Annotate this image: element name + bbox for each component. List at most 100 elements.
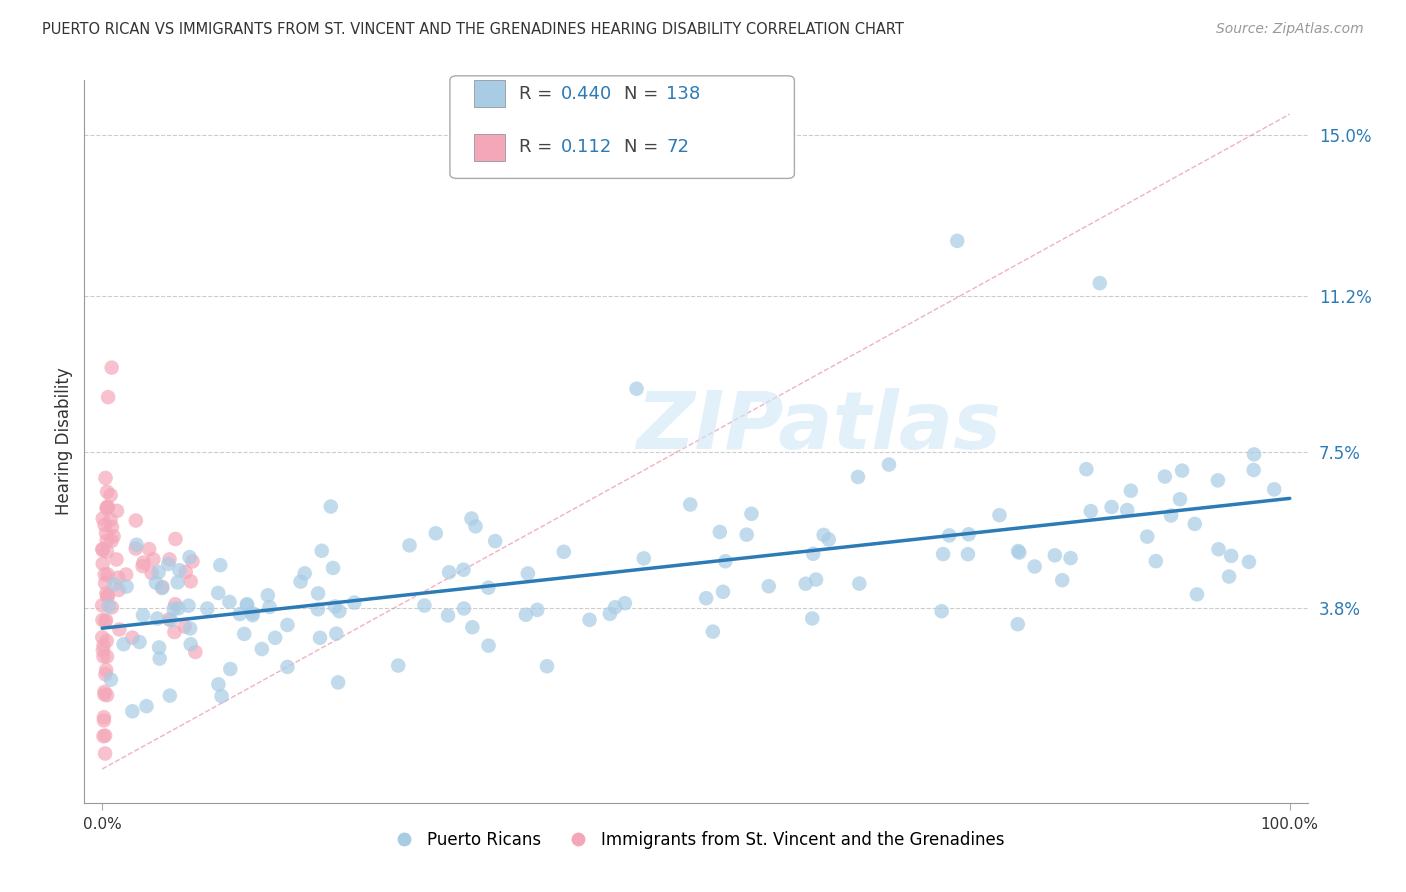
Point bbox=[93, 649, 115, 664]
Point bbox=[250, 642, 273, 657]
Point bbox=[132, 608, 155, 623]
Point bbox=[848, 576, 870, 591]
Point bbox=[93, 714, 115, 728]
Point bbox=[460, 511, 482, 525]
Point bbox=[931, 604, 953, 618]
Point bbox=[165, 532, 187, 546]
Point bbox=[91, 557, 114, 571]
Point bbox=[1220, 549, 1243, 563]
Point bbox=[157, 612, 180, 626]
Point bbox=[794, 576, 817, 591]
Point bbox=[100, 488, 122, 502]
Point bbox=[804, 573, 827, 587]
Point bbox=[1024, 559, 1046, 574]
Point bbox=[309, 631, 332, 645]
Point bbox=[97, 599, 120, 614]
Point bbox=[1237, 555, 1260, 569]
Point bbox=[108, 623, 131, 637]
Point bbox=[96, 501, 118, 516]
Point bbox=[97, 390, 120, 404]
Point bbox=[148, 565, 170, 579]
Point bbox=[91, 630, 114, 644]
Point bbox=[711, 584, 734, 599]
Point bbox=[93, 688, 115, 702]
Point bbox=[101, 600, 124, 615]
Point bbox=[846, 470, 869, 484]
Point bbox=[96, 500, 118, 514]
Point bbox=[125, 541, 148, 556]
Point bbox=[94, 615, 117, 629]
Point bbox=[103, 577, 125, 591]
Point bbox=[1050, 573, 1073, 587]
Text: 0.112: 0.112 bbox=[561, 138, 612, 156]
Text: ZIPatlas: ZIPatlas bbox=[636, 388, 1001, 467]
Text: N =: N = bbox=[624, 85, 664, 103]
Point bbox=[91, 543, 114, 558]
Point bbox=[1218, 569, 1240, 583]
Point bbox=[328, 675, 350, 690]
Point bbox=[229, 607, 252, 621]
Point bbox=[1171, 464, 1194, 478]
Point bbox=[100, 533, 122, 548]
Point bbox=[1119, 483, 1142, 498]
Point bbox=[240, 607, 263, 621]
Point bbox=[988, 508, 1011, 523]
Point bbox=[938, 528, 960, 542]
Point bbox=[709, 524, 731, 539]
Point bbox=[679, 498, 702, 512]
Point bbox=[97, 500, 120, 514]
Point bbox=[453, 563, 475, 577]
Point bbox=[307, 602, 329, 616]
Point bbox=[236, 599, 259, 613]
Point bbox=[758, 579, 780, 593]
Point bbox=[195, 601, 218, 615]
Point bbox=[94, 729, 117, 743]
Point bbox=[169, 563, 191, 577]
Point bbox=[157, 557, 180, 571]
Point bbox=[93, 567, 115, 582]
Point bbox=[100, 673, 122, 687]
Point bbox=[107, 582, 129, 597]
Point bbox=[91, 542, 114, 557]
Point bbox=[613, 596, 636, 610]
Point bbox=[94, 613, 117, 627]
Point bbox=[1101, 500, 1123, 514]
Point bbox=[735, 527, 758, 541]
Point bbox=[932, 547, 955, 561]
Point bbox=[125, 514, 148, 528]
Point bbox=[1007, 617, 1029, 632]
Text: N =: N = bbox=[624, 138, 664, 156]
Point bbox=[256, 588, 278, 602]
Point bbox=[801, 547, 824, 561]
Point bbox=[1043, 549, 1066, 563]
Point bbox=[103, 529, 125, 543]
Point bbox=[94, 526, 117, 541]
Point bbox=[101, 520, 124, 534]
Point bbox=[1088, 276, 1111, 290]
Point bbox=[97, 589, 120, 603]
Point bbox=[91, 599, 114, 613]
Point bbox=[1144, 554, 1167, 568]
Point bbox=[464, 519, 486, 533]
Point bbox=[328, 604, 350, 618]
Point bbox=[94, 576, 117, 591]
Point bbox=[131, 559, 153, 574]
Point bbox=[276, 660, 298, 674]
Point bbox=[233, 627, 256, 641]
Point bbox=[413, 599, 436, 613]
Point bbox=[93, 518, 115, 533]
Point bbox=[96, 484, 118, 499]
Point bbox=[236, 597, 259, 611]
Point bbox=[1185, 587, 1208, 601]
Point bbox=[1007, 544, 1029, 558]
Point bbox=[813, 528, 835, 542]
Point bbox=[96, 586, 118, 600]
Point bbox=[294, 566, 316, 581]
Point bbox=[100, 360, 122, 375]
Point bbox=[290, 574, 312, 589]
Point bbox=[633, 551, 655, 566]
Text: R =: R = bbox=[519, 138, 558, 156]
Point bbox=[93, 685, 115, 699]
Point bbox=[91, 643, 114, 657]
Point bbox=[323, 599, 346, 614]
